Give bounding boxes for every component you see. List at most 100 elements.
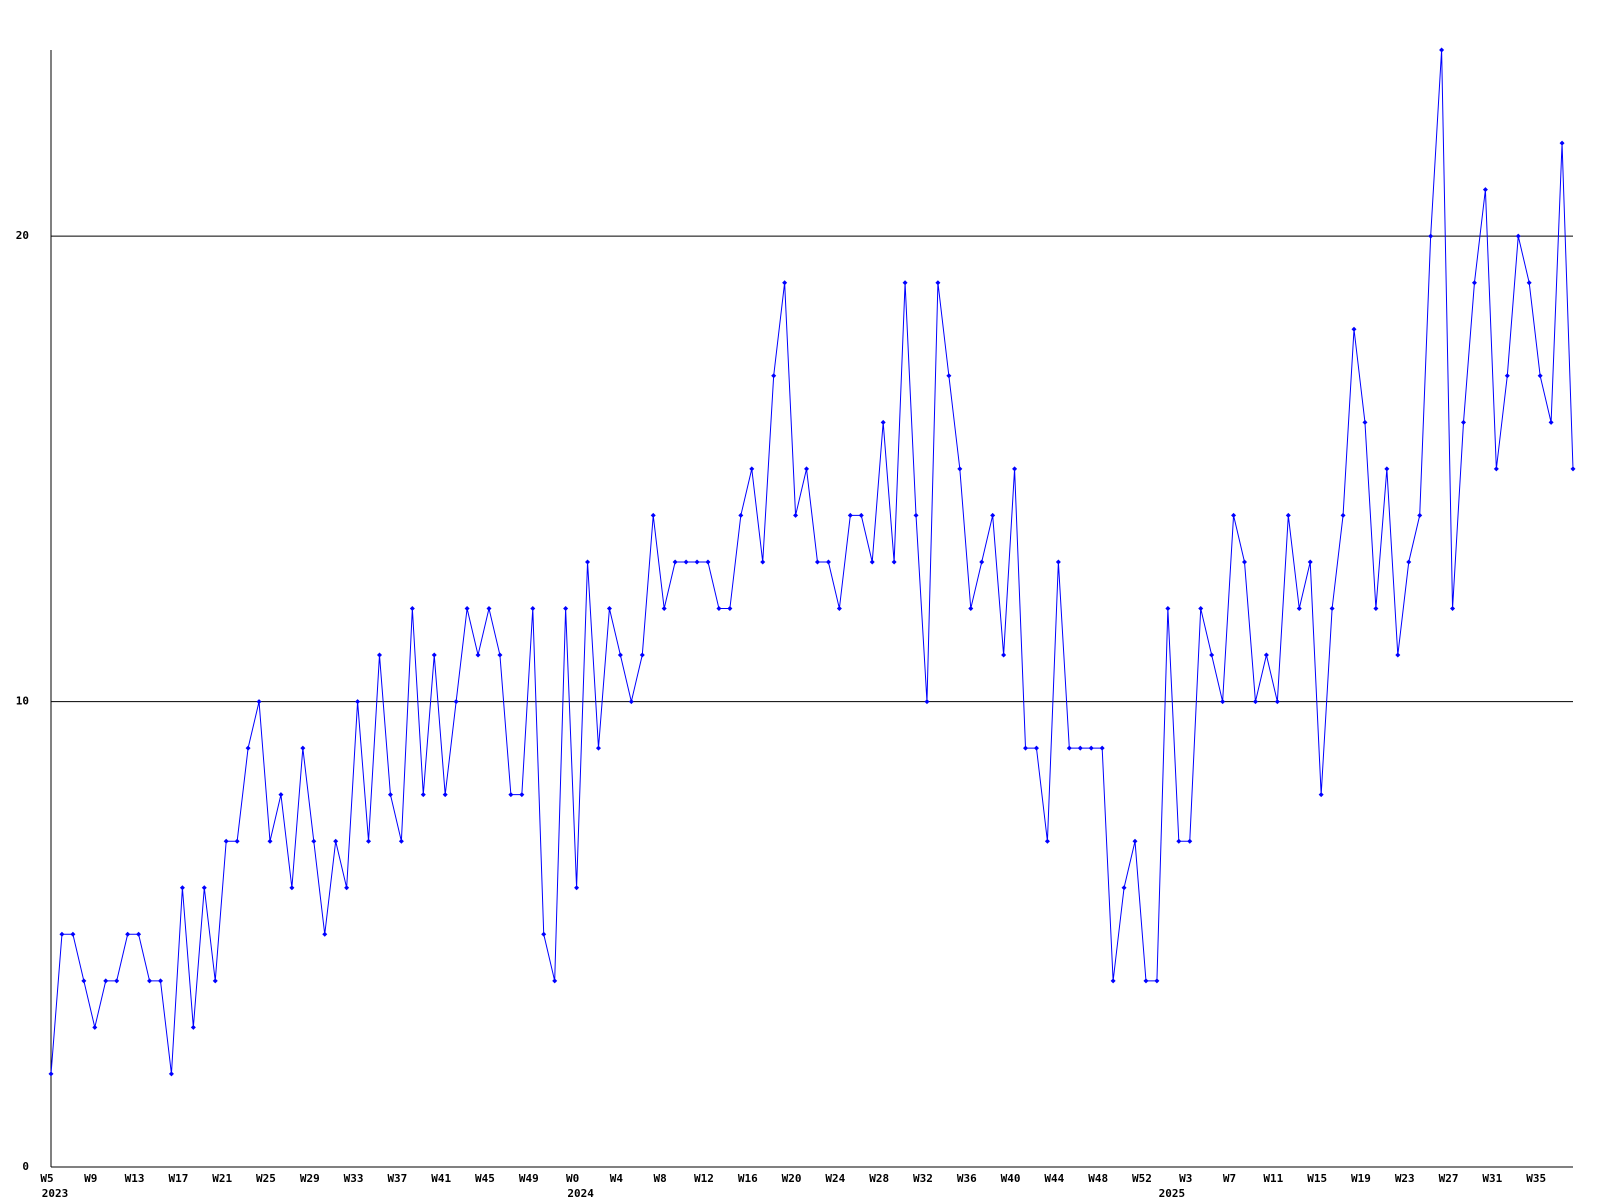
data-point bbox=[727, 606, 733, 611]
x-tick-label: W32 bbox=[913, 1172, 933, 1185]
x-tick-label: W17 bbox=[168, 1172, 188, 1185]
data-point bbox=[201, 885, 207, 891]
data-point bbox=[1099, 745, 1105, 751]
data-point bbox=[1220, 699, 1226, 705]
x-tick-label: W12 bbox=[694, 1172, 714, 1185]
x-tick-label: W4 bbox=[610, 1172, 624, 1185]
data-point bbox=[782, 280, 788, 286]
data-point bbox=[387, 792, 393, 798]
data-point bbox=[793, 512, 799, 518]
year-label: 2024 bbox=[567, 1187, 594, 1200]
data-point bbox=[486, 606, 492, 611]
data-point bbox=[935, 280, 941, 286]
data-point bbox=[519, 792, 525, 798]
data-point bbox=[968, 606, 974, 611]
data-point bbox=[125, 931, 131, 937]
data-point bbox=[672, 559, 678, 565]
data-point bbox=[1285, 512, 1291, 518]
data-point bbox=[157, 978, 163, 984]
x-tick-label: W44 bbox=[1044, 1172, 1064, 1185]
data-point bbox=[1077, 745, 1083, 751]
data-point bbox=[617, 652, 623, 658]
data-point bbox=[1340, 512, 1346, 518]
x-tick-label: W31 bbox=[1482, 1172, 1502, 1185]
data-point bbox=[1176, 838, 1182, 844]
x-tick-label: W29 bbox=[300, 1172, 320, 1185]
data-point bbox=[1450, 606, 1456, 611]
data-point bbox=[1252, 699, 1258, 705]
x-tick-label: W20 bbox=[782, 1172, 802, 1185]
data-point bbox=[628, 699, 634, 705]
data-point bbox=[420, 792, 426, 798]
data-point bbox=[1001, 652, 1007, 658]
data-point bbox=[847, 512, 853, 518]
x-tick-label: W45 bbox=[475, 1172, 495, 1185]
x-tick-label: W33 bbox=[344, 1172, 364, 1185]
data-point bbox=[497, 652, 503, 658]
data-point bbox=[333, 838, 339, 844]
data-point bbox=[147, 978, 153, 984]
x-tick-label: W3 bbox=[1179, 1172, 1192, 1185]
data-point bbox=[1121, 885, 1127, 891]
x-tick-label: W5 bbox=[40, 1172, 53, 1185]
data-point bbox=[530, 606, 536, 611]
x-tick-label: W16 bbox=[738, 1172, 758, 1185]
data-point bbox=[289, 885, 295, 891]
data-point bbox=[760, 559, 766, 565]
x-tick-label: W49 bbox=[519, 1172, 539, 1185]
data-point bbox=[804, 466, 810, 472]
data-point bbox=[957, 466, 963, 472]
data-point bbox=[1165, 606, 1171, 611]
data-point bbox=[1548, 419, 1554, 425]
data-point bbox=[595, 745, 601, 751]
data-point bbox=[650, 512, 656, 518]
data-point bbox=[1296, 606, 1302, 611]
data-point bbox=[880, 419, 886, 425]
data-point bbox=[1406, 559, 1412, 565]
data-point bbox=[1274, 699, 1280, 705]
data-point bbox=[606, 606, 612, 611]
data-point bbox=[212, 978, 218, 984]
data-point bbox=[1384, 466, 1390, 472]
data-point bbox=[190, 1024, 196, 1030]
data-point bbox=[990, 512, 996, 518]
data-point bbox=[1023, 745, 1029, 751]
data-point bbox=[70, 931, 76, 937]
data-point bbox=[902, 280, 908, 286]
data-point bbox=[1055, 559, 1061, 565]
data-point bbox=[552, 978, 558, 984]
data-point bbox=[1373, 606, 1379, 611]
data-point bbox=[979, 559, 985, 565]
data-point bbox=[1132, 838, 1138, 844]
data-point bbox=[114, 978, 120, 984]
x-tick-label: W24 bbox=[825, 1172, 845, 1185]
x-tick-label: W40 bbox=[1001, 1172, 1021, 1185]
data-point bbox=[946, 373, 952, 379]
data-point bbox=[541, 931, 547, 937]
data-point bbox=[825, 559, 831, 565]
x-tick-label: W21 bbox=[212, 1172, 232, 1185]
data-point bbox=[1515, 233, 1521, 239]
data-point bbox=[869, 559, 875, 565]
data-point bbox=[453, 699, 459, 705]
data-point bbox=[1198, 606, 1204, 611]
data-point bbox=[891, 559, 897, 565]
data-point bbox=[475, 652, 481, 658]
data-point bbox=[1493, 466, 1499, 472]
data-point bbox=[1088, 745, 1094, 751]
data-point bbox=[245, 745, 251, 751]
data-point bbox=[344, 885, 350, 891]
data-point bbox=[694, 559, 700, 565]
data-point bbox=[1395, 652, 1401, 658]
data-point bbox=[48, 1071, 54, 1077]
data-point bbox=[366, 838, 372, 844]
data-point bbox=[1526, 280, 1532, 286]
data-point bbox=[278, 792, 284, 798]
data-point bbox=[639, 652, 645, 658]
data-point bbox=[1242, 559, 1248, 565]
data-point bbox=[1033, 745, 1039, 751]
data-point bbox=[924, 699, 930, 705]
data-point bbox=[1482, 187, 1488, 193]
